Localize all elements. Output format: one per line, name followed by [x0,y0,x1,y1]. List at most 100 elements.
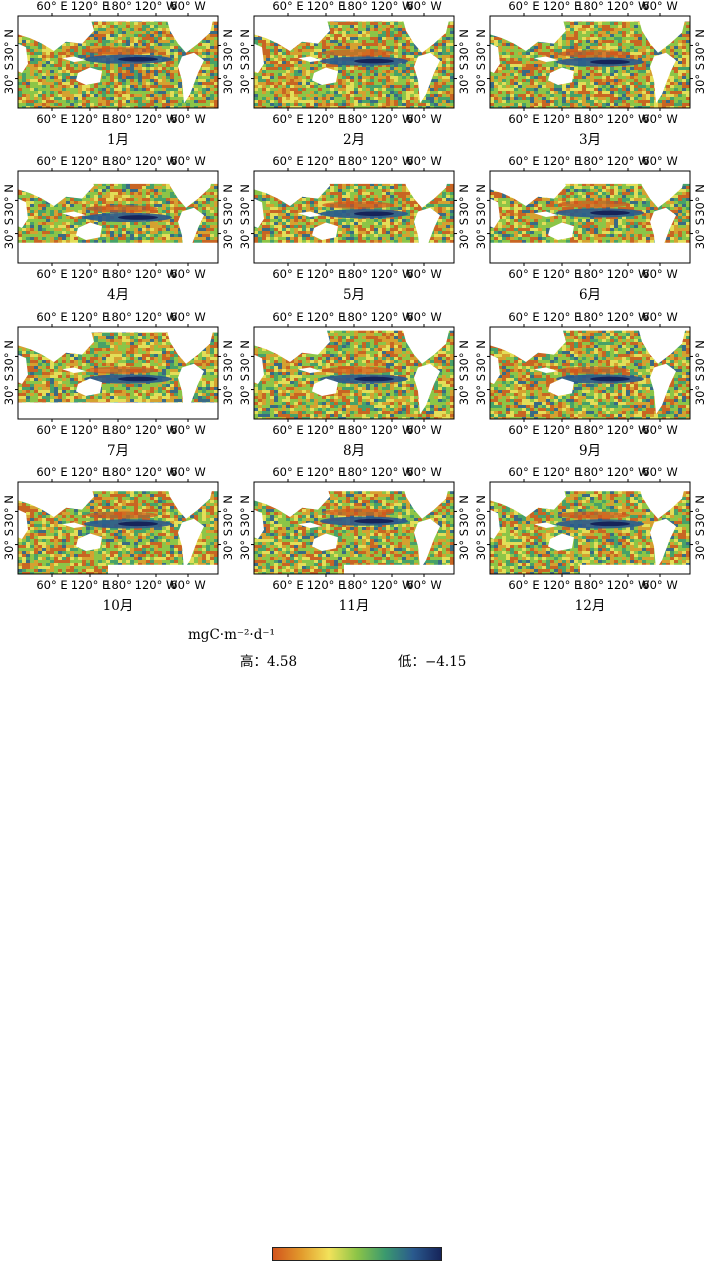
y-tick-label-left: 30° N [2,340,16,373]
y-tick-label-left: 30° N [474,340,488,373]
productivity-field [18,482,218,575]
x-tick-label-top: 60° E [36,154,67,168]
y-tick-label-left: 30° S [238,529,252,560]
y-tick-label-left: 30° S [2,218,16,249]
x-tick-label-bottom: 60° E [508,423,539,437]
x-tick-label-bottom: 180° [576,578,604,592]
legend: mgC·m⁻²·d⁻¹ 高：4.58 低：−4.15 [0,618,704,667]
y-tick-label-left: 30° N [238,29,252,62]
x-tick-label-top: 60° W [170,0,205,13]
x-tick-label-top: 60° W [642,0,677,13]
x-tick-label-top: 60° W [406,0,441,13]
x-tick-label-top: 60° E [36,0,67,13]
x-tick-label-bottom: 60° W [642,423,677,437]
productivity-field [18,16,218,109]
x-tick-label-top: 180° [104,154,132,168]
productivity-field [18,327,218,420]
productivity-field [490,16,690,109]
x-tick-label-bottom: 180° [340,578,368,592]
y-tick-label-left: 30° N [2,29,16,62]
y-tick-label-left: 30° S [474,529,488,560]
x-tick-label-top: 60° E [508,0,539,13]
x-tick-label-bottom: 60° E [36,423,67,437]
x-tick-label-top: 60° W [170,465,205,479]
month-label: 5月 [343,287,365,303]
month-label: 12月 [575,598,606,614]
x-tick-label-top: 60° E [272,465,303,479]
x-tick-label-top: 180° [576,465,604,479]
y-tick-label-right: 30° N [221,184,235,217]
x-tick-label-top: 60° W [406,154,441,168]
x-tick-label-top: 180° [576,154,604,168]
x-tick-label-top: 60° W [642,310,677,324]
x-tick-label-top: 60° E [36,310,67,324]
y-tick-label-left: 30° N [238,340,252,373]
x-tick-label-top: 60° E [36,465,67,479]
y-tick-label-right: 30° N [221,495,235,528]
x-tick-label-bottom: 180° [576,423,604,437]
y-tick-label-left: 30° N [238,495,252,528]
x-tick-label-top: 60° W [406,465,441,479]
y-tick-label-left: 30° S [474,63,488,94]
y-tick-label-left: 30° S [2,374,16,405]
x-tick-label-bottom: 180° [340,112,368,126]
y-tick-label-right: 30° S [221,529,235,560]
month-label: 9月 [579,443,601,459]
x-tick-label-top: 180° [340,0,368,13]
y-tick-label-left: 30° S [2,63,16,94]
x-tick-label-top: 60° E [272,310,303,324]
y-tick-label-left: 30° N [474,495,488,528]
month-label: 7月 [107,443,129,459]
x-tick-label-top: 60° W [170,154,205,168]
x-tick-label-top: 180° [104,465,132,479]
x-tick-label-bottom: 60° E [508,267,539,281]
month-label: 1月 [107,132,129,148]
month-label: 11月 [339,598,370,614]
y-tick-label-left: 30° N [238,184,252,217]
x-tick-label-top: 60° E [508,310,539,324]
x-tick-label-bottom: 60° E [36,112,67,126]
x-tick-label-top: 180° [340,465,368,479]
x-tick-label-bottom: 60° W [406,112,441,126]
x-tick-label-bottom: 60° W [406,267,441,281]
x-tick-label-bottom: 60° E [272,423,303,437]
y-tick-label-left: 30° S [238,218,252,249]
legend-low-label: 低：−4.15 [398,650,466,670]
x-tick-label-bottom: 180° [340,267,368,281]
x-tick-label-top: 60° W [642,465,677,479]
y-tick-label-right: 30° S [693,63,704,94]
x-tick-label-top: 60° E [508,465,539,479]
productivity-field [490,171,690,264]
y-tick-label-left: 30° S [474,374,488,405]
legend-colorbar [272,1247,442,1261]
x-tick-label-bottom: 60° W [170,578,205,592]
legend-unit: mgC·m⁻²·d⁻¹ [188,627,275,643]
y-tick-label-right: 30° S [221,374,235,405]
x-tick-label-bottom: 60° E [508,578,539,592]
productivity-field [18,171,218,264]
productivity-field [254,16,454,109]
y-tick-label-right: 30° S [693,529,704,560]
y-tick-label-right: 30° S [221,63,235,94]
y-tick-label-left: 30° S [238,63,252,94]
x-tick-label-bottom: 60° W [406,578,441,592]
x-tick-label-bottom: 180° [104,112,132,126]
x-tick-label-bottom: 60° E [508,112,539,126]
month-label: 2月 [343,132,365,148]
month-label: 3月 [579,132,601,148]
x-tick-label-top: 60° W [170,310,205,324]
x-tick-label-top: 180° [576,310,604,324]
y-tick-label-right: 30° S [457,374,471,405]
